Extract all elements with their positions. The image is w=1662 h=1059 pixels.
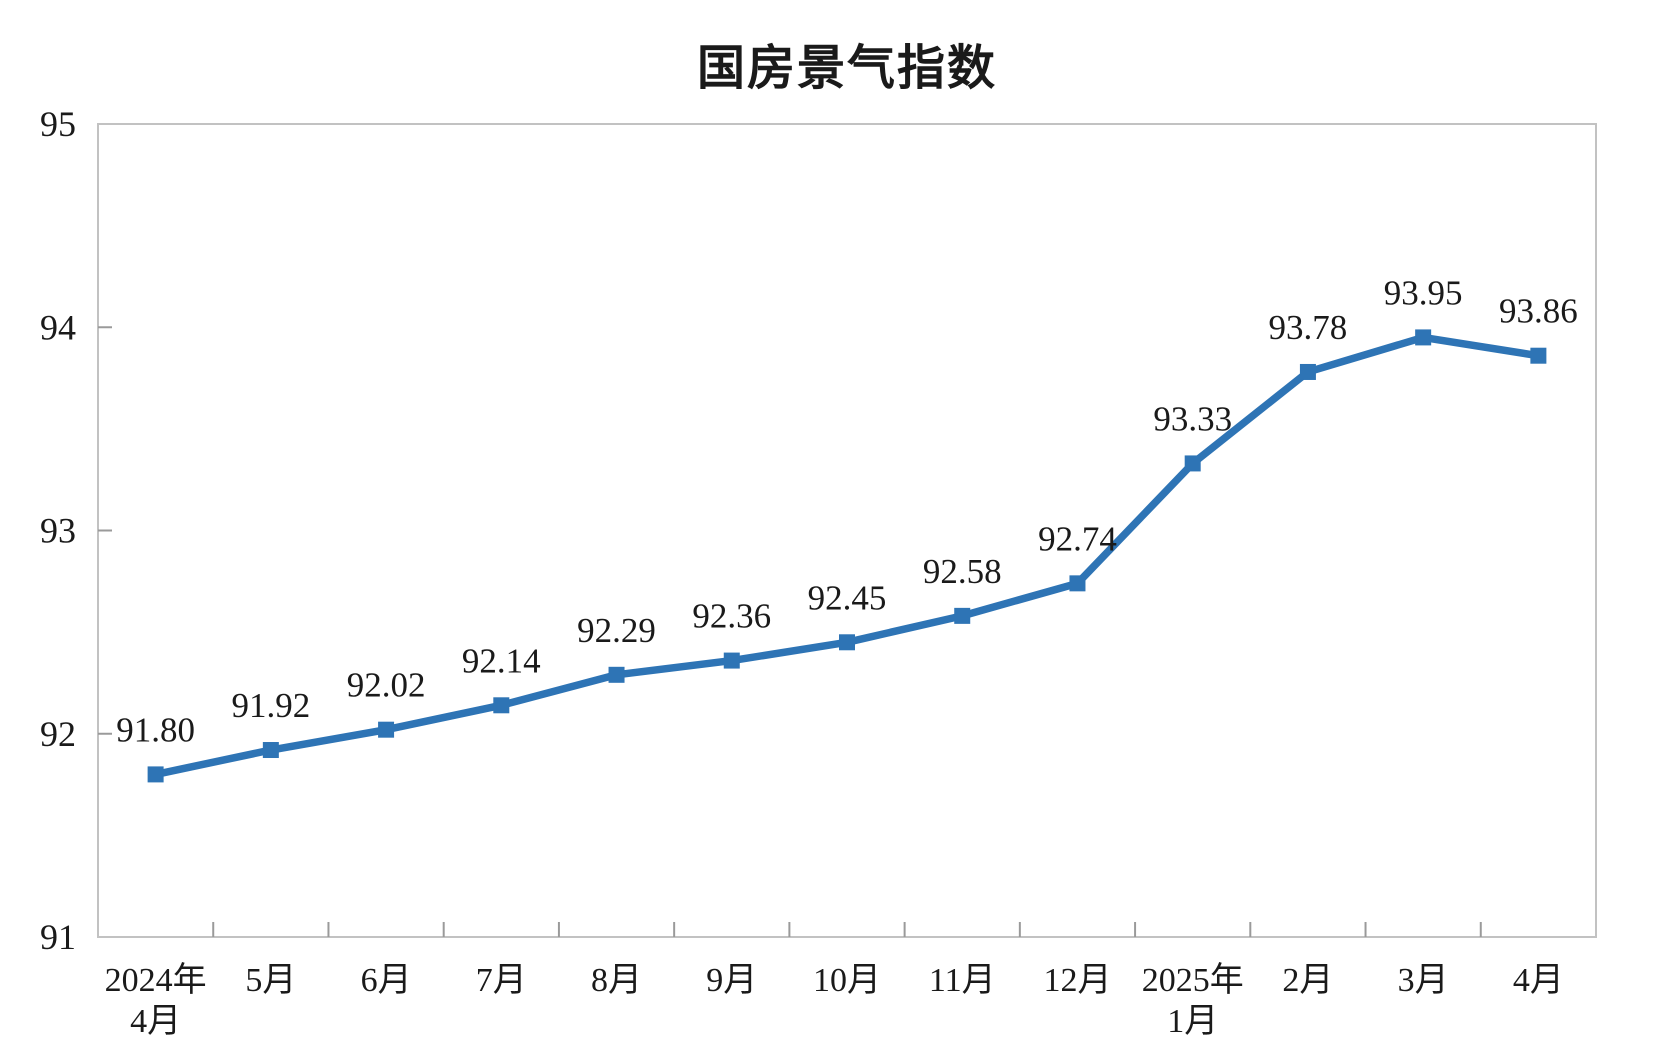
data-point-marker (493, 697, 510, 714)
data-point-label: 93.33 (1153, 399, 1232, 438)
data-point-marker (1184, 455, 1201, 472)
x-axis-tick-label: 6月 (361, 962, 412, 999)
data-point-marker (1530, 347, 1547, 364)
y-axis-tick-label: 92 (40, 714, 76, 754)
data-point-marker (378, 721, 395, 738)
x-axis-tick-label: 11月 (929, 962, 996, 999)
x-axis-tick-label: 2月 (1282, 962, 1333, 999)
data-point-label: 93.78 (1269, 308, 1348, 347)
y-axis-tick-label: 91 (40, 917, 76, 957)
data-point-marker (1415, 329, 1432, 346)
data-point-marker (723, 652, 740, 669)
chart-title: 国房景气指数 (696, 42, 997, 95)
data-point-label: 93.95 (1384, 273, 1463, 312)
data-point-label: 92.74 (1038, 519, 1117, 558)
data-point-label: 92.58 (923, 552, 1002, 591)
data-point-marker (147, 766, 164, 783)
data-point-label: 92.36 (692, 597, 771, 636)
plot-area-border (97, 123, 1597, 938)
data-point-marker (954, 607, 971, 624)
data-point-marker (608, 666, 625, 683)
y-axis-tick-label: 93 (40, 511, 76, 551)
data-point-label: 92.29 (577, 611, 656, 650)
y-axis-tick-label: 94 (40, 307, 76, 347)
x-axis-tick-label: 5月 (245, 962, 296, 999)
x-axis-tick-label: 2025年 (1142, 961, 1244, 999)
data-point-label: 93.86 (1499, 292, 1578, 331)
data-point-label: 92.14 (462, 641, 541, 680)
x-axis-tick-label: 12月 (1043, 962, 1111, 999)
data-point-label: 92.45 (808, 578, 887, 617)
x-axis-tick-label: 3月 (1398, 962, 1449, 999)
x-axis-tick-label: 4月 (1513, 962, 1564, 999)
data-point-marker (1299, 363, 1316, 380)
x-axis-tick-label: 9月 (706, 962, 757, 999)
data-point-label: 91.80 (116, 710, 195, 749)
x-axis-tick-label: 4月 (130, 1003, 181, 1040)
data-point-marker (262, 742, 279, 759)
x-axis-tick-label: 7月 (476, 962, 527, 999)
data-point-label: 92.02 (347, 666, 426, 705)
x-axis-tick-label: 8月 (591, 962, 642, 999)
x-axis-tick-label: 2024年 (105, 961, 207, 999)
y-axis-tick-label: 95 (40, 104, 76, 144)
data-point-label: 91.92 (231, 686, 310, 725)
x-axis-tick-label: 10月 (813, 962, 881, 999)
data-point-marker (839, 634, 855, 651)
series-line (151, 333, 1543, 779)
data-point-marker (1069, 575, 1086, 592)
x-axis-tick-label: 1月 (1167, 1003, 1218, 1040)
